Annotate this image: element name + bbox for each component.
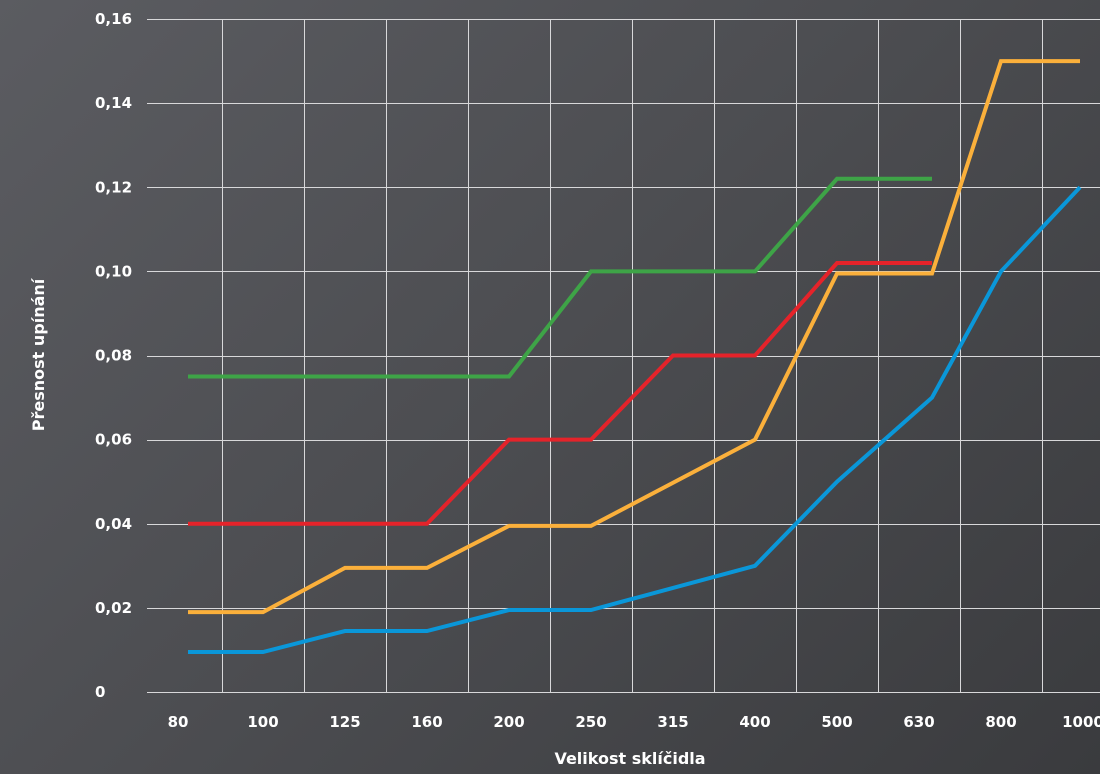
y-tick-label: 0,10	[95, 262, 132, 280]
y-tick-label: 0,06	[95, 431, 132, 449]
y-tick-label: 0,14	[95, 94, 132, 112]
series-line-2	[188, 261, 932, 526]
x-tick-label: 80	[168, 713, 189, 731]
x-axis-title: Velikost sklíčidla	[554, 749, 705, 768]
x-tick-label: 250	[575, 713, 606, 731]
x-tick-label: 1000	[1062, 713, 1100, 731]
x-tick-label: 200	[493, 713, 524, 731]
x-tick-label: 630	[903, 713, 934, 731]
y-tick-label: 0,16	[95, 10, 132, 28]
x-axis-ticks: 80 100 125 160 200 250 315 400 500 630 800 1000	[168, 713, 1100, 731]
y-tick-label: 0,08	[95, 347, 132, 365]
x-tick-label: 100	[247, 713, 278, 731]
series-line-1	[188, 176, 932, 379]
y-tick-label: 0,12	[95, 178, 132, 196]
y-tick-label: 0	[95, 683, 105, 701]
series-group	[188, 59, 1082, 654]
x-tick-label: 160	[411, 713, 442, 731]
x-tick-label: 800	[985, 713, 1016, 731]
x-tick-label: 125	[329, 713, 360, 731]
series-line-3	[188, 59, 1080, 615]
series-line-4	[188, 185, 1082, 654]
y-axis-title: Přesnost upínání	[29, 277, 48, 431]
y-tick-label: 0,02	[95, 599, 132, 617]
x-tick-label: 400	[739, 713, 770, 731]
x-tick-label: 500	[821, 713, 852, 731]
x-tick-label: 315	[657, 713, 688, 731]
y-tick-label: 0,04	[95, 515, 132, 533]
y-axis-ticks: 0 0,02 0,04 0,06 0,08 0,10 0,12 0,14 0,16	[95, 10, 132, 701]
